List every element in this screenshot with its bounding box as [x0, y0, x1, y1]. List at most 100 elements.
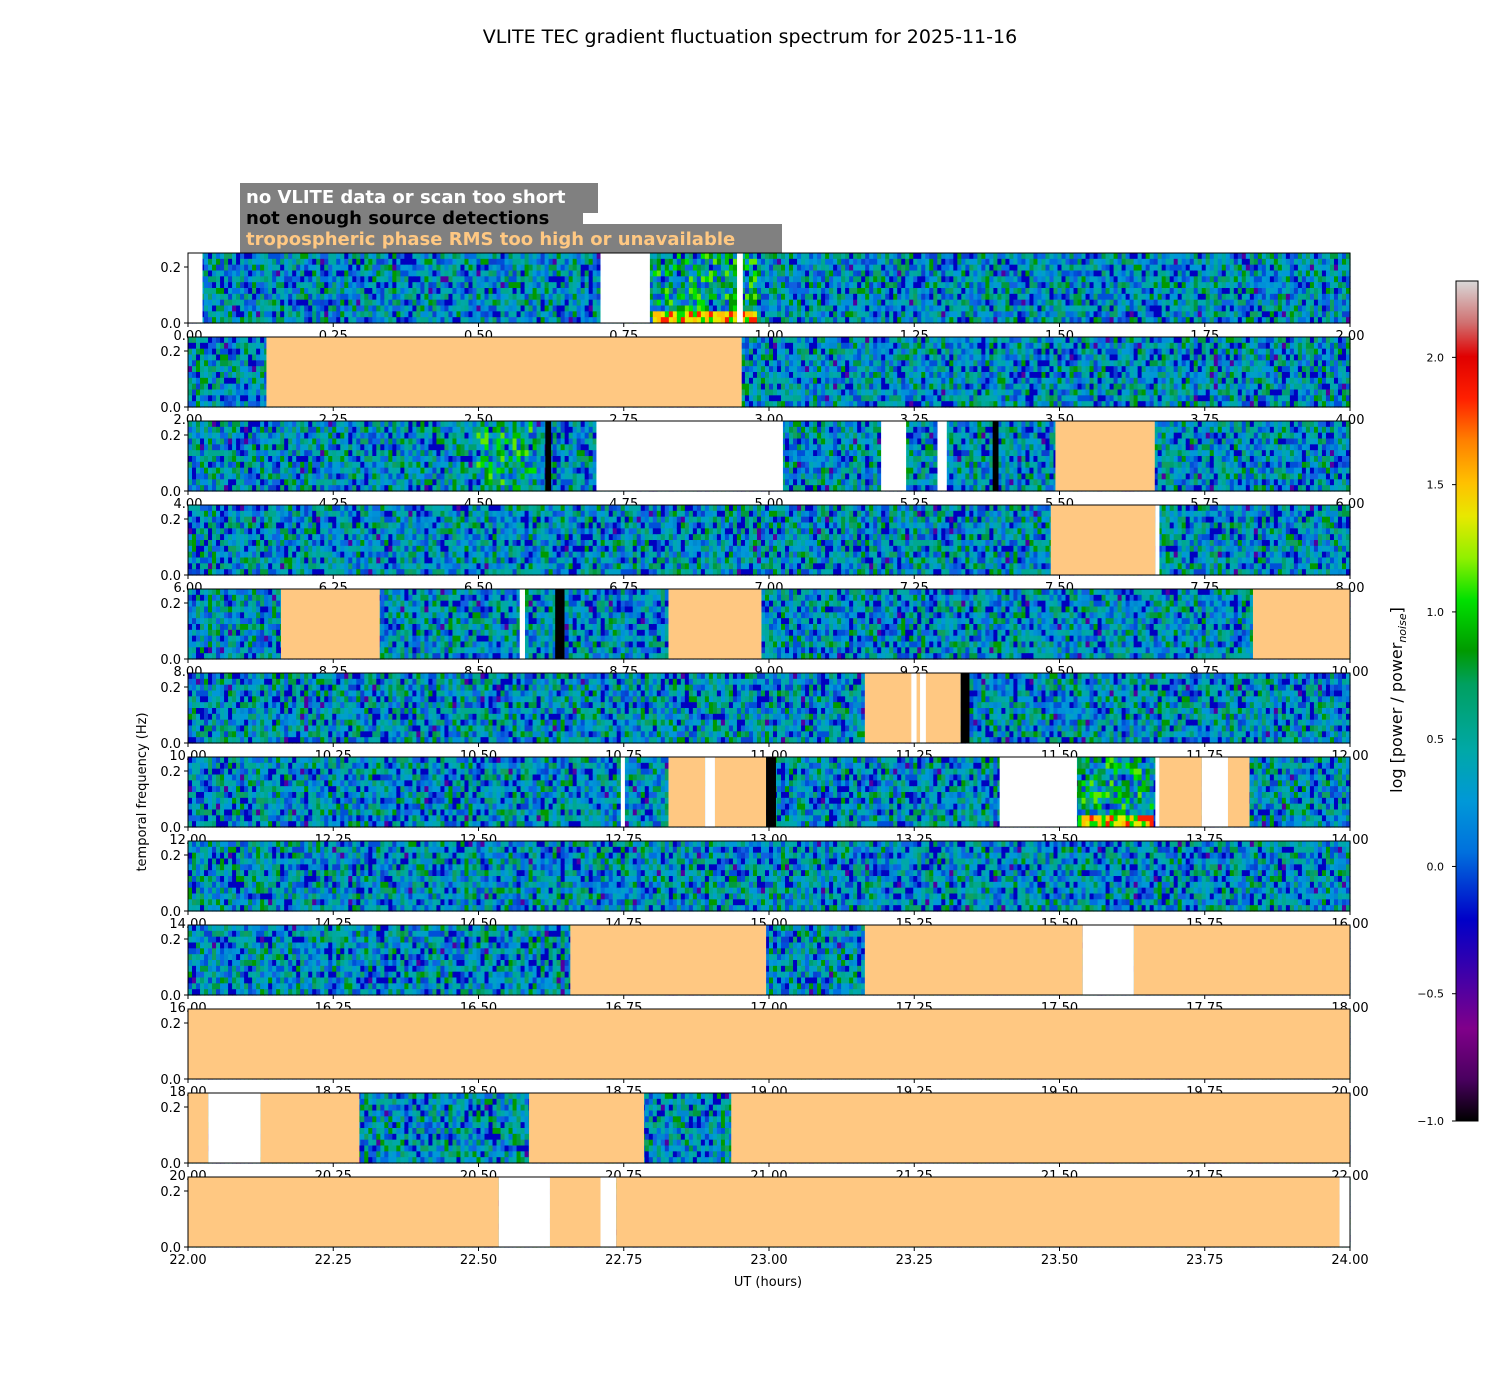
heatmap-cell [404, 259, 409, 265]
heatmap-cell [1102, 265, 1107, 271]
heatmap-cell [1246, 265, 1251, 271]
heatmap-cell [821, 259, 826, 265]
heatmap-cell [905, 300, 910, 306]
heatmap-cell [220, 372, 225, 378]
heatmap-cell [593, 294, 598, 300]
heatmap-cell [268, 276, 273, 282]
heatmap-cell [456, 311, 461, 317]
heatmap-cell [1021, 294, 1026, 300]
heatmap-cell [733, 265, 738, 271]
heatmap-cell [1122, 282, 1127, 288]
heatmap-cell [833, 300, 838, 306]
heatmap-cell [220, 384, 225, 390]
heatmap-cell [1082, 300, 1087, 306]
heatmap-cell [893, 288, 898, 294]
heatmap-cell [264, 265, 269, 271]
heatmap-cell [545, 265, 550, 271]
heatmap-cell [1178, 276, 1183, 282]
heatmap-cell [1110, 282, 1115, 288]
heatmap-cell [705, 259, 710, 265]
heatmap-cell [521, 306, 526, 312]
heatmap-cell [689, 271, 694, 277]
heatmap-cell [1326, 259, 1331, 265]
heatmap-cell [196, 355, 201, 361]
heatmap-cell [537, 276, 542, 282]
heatmap-cell [208, 378, 213, 384]
heatmap-cell [344, 271, 349, 277]
heatmap-cell [368, 276, 373, 282]
heatmap-cell [653, 253, 658, 259]
heatmap-cell [857, 282, 862, 288]
heatmap-cell [408, 294, 413, 300]
heatmap-cell [941, 300, 946, 306]
heatmap-cell [797, 294, 802, 300]
heatmap-cell [745, 306, 750, 312]
heatmap-cell [1174, 288, 1179, 294]
heatmap-cell [549, 265, 554, 271]
heatmap-cell [316, 271, 321, 277]
heatmap-cell [1106, 253, 1111, 259]
heatmap-cell [841, 282, 846, 288]
heatmap-cell [1102, 306, 1107, 312]
heatmap-cell [517, 259, 522, 265]
heatmap-cell [1170, 271, 1175, 277]
heatmap-cell [897, 288, 902, 294]
heatmap-cell [292, 311, 297, 317]
heatmap-cell [965, 276, 970, 282]
heatmap-cell [485, 276, 490, 282]
heatmap-cell [541, 311, 546, 317]
heatmap-cell [352, 271, 357, 277]
heatmap-cell [468, 271, 473, 277]
heatmap-cell [481, 300, 486, 306]
heatmap-cell [537, 311, 542, 317]
heatmap-cell [228, 300, 233, 306]
heatmap-cell [729, 253, 734, 259]
heatmap-cell [448, 282, 453, 288]
heatmap-cell [921, 300, 926, 306]
heatmap-cell [993, 306, 998, 312]
heatmap-cell [1266, 265, 1271, 271]
heatmap-cell [1174, 300, 1179, 306]
heatmap-cell [921, 271, 926, 277]
heatmap-cell [1074, 294, 1079, 300]
heatmap-cell [1001, 294, 1006, 300]
heatmap-cell [1066, 311, 1071, 317]
heatmap-cell [1330, 306, 1335, 312]
heatmap-cell [240, 294, 245, 300]
heatmap-cell [1058, 259, 1063, 265]
heatmap-cell [208, 306, 213, 312]
heatmap-cell [681, 294, 686, 300]
heatmap-cell [316, 276, 321, 282]
heatmap-cell [296, 306, 301, 312]
heatmap-cell [869, 288, 874, 294]
heatmap-cell [749, 306, 754, 312]
heatmap-cell [1110, 259, 1115, 265]
heatmap-cell [1182, 276, 1187, 282]
heatmap-cell [1282, 282, 1287, 288]
heatmap-cell [997, 294, 1002, 300]
heatmap-cell [533, 276, 538, 282]
heatmap-cell [1302, 311, 1307, 317]
heatmap-cell [849, 265, 854, 271]
heatmap-cell [689, 276, 694, 282]
legend: no VLITE data or scan too short not enou… [240, 183, 782, 254]
heatmap-cell [432, 288, 437, 294]
heatmap-cell [1074, 259, 1079, 265]
heatmap-cell [236, 271, 241, 277]
heatmap-cell [505, 259, 510, 265]
heatmap-cell [1182, 271, 1187, 277]
heatmap-cell [440, 282, 445, 288]
heatmap-cell [493, 271, 498, 277]
heatmap-cell [909, 253, 914, 259]
heatmap-cell [244, 343, 249, 349]
heatmap-cell [1326, 288, 1331, 294]
heatmap-cell [1166, 259, 1171, 265]
heatmap-cell [837, 271, 842, 277]
heatmap-cell [284, 306, 289, 312]
heatmap-cell [813, 288, 818, 294]
heatmap-cell [1106, 311, 1111, 317]
heatmap-cell [436, 265, 441, 271]
heatmap-cell [593, 282, 598, 288]
heatmap-cell [1338, 265, 1343, 271]
heatmap-cell [440, 259, 445, 265]
